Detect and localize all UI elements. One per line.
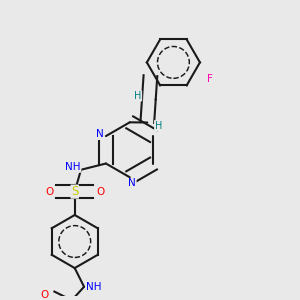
Text: H: H <box>154 121 162 130</box>
Text: O: O <box>45 187 53 196</box>
Text: N: N <box>96 130 104 140</box>
Text: F: F <box>208 74 213 84</box>
Text: O: O <box>40 290 49 300</box>
Text: O: O <box>96 187 104 196</box>
Text: NH: NH <box>65 162 81 172</box>
Text: H: H <box>134 91 142 101</box>
Text: S: S <box>71 185 78 198</box>
Text: NH: NH <box>86 282 101 292</box>
Text: N: N <box>128 178 136 188</box>
